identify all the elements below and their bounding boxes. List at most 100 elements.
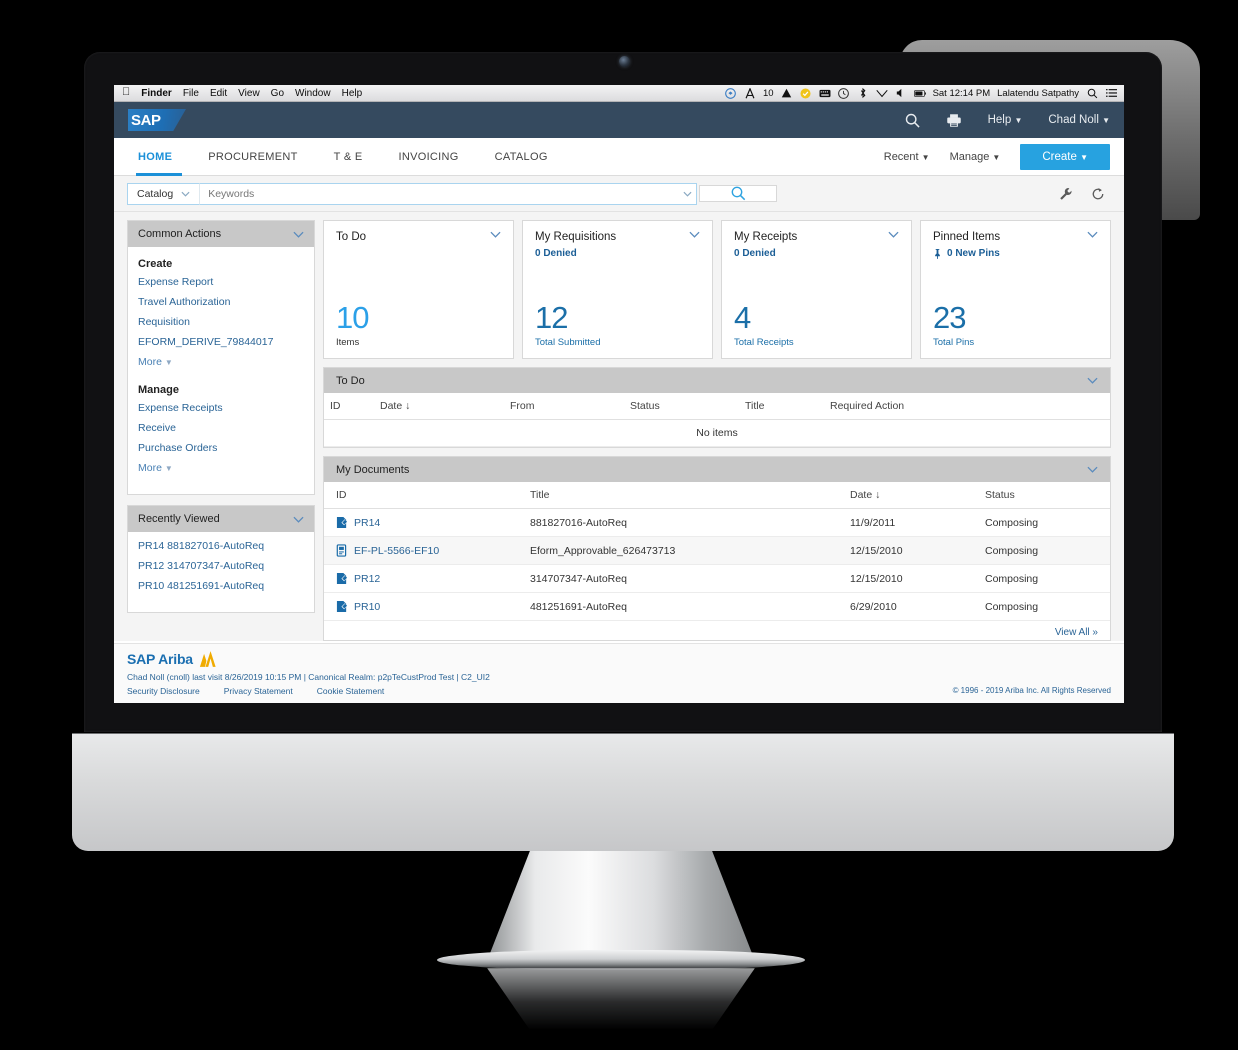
wifi-icon[interactable] [875, 87, 888, 99]
tile-my-receipts[interactable]: My Receipts 0 Denied 4 Total Receipts [721, 220, 912, 359]
printer-icon[interactable] [946, 113, 962, 128]
chevron-down-icon[interactable] [689, 231, 700, 238]
menu-item-window[interactable]: Window [286, 87, 331, 99]
col-id[interactable]: ID [324, 482, 524, 509]
search-icon[interactable] [1086, 87, 1098, 99]
document-title[interactable]: 881827016-AutoReq [524, 508, 844, 537]
action-eform-derive[interactable]: EFORM_DERIVE_79844017 [138, 336, 274, 348]
col-required-action[interactable]: Required Action [824, 393, 1110, 420]
document-title[interactable]: 481251691-AutoReq [524, 592, 844, 621]
list-item[interactable]: PR12 314707347-AutoReq [138, 560, 265, 572]
tab-invoicing[interactable]: INVOICING [380, 138, 476, 175]
document-id[interactable]: PR12 [354, 572, 381, 585]
volume-icon[interactable] [895, 87, 907, 99]
table-row[interactable]: PR10 481251691-AutoReq 6/29/2010 Composi… [324, 592, 1110, 621]
document-title[interactable]: 314707347-AutoReq [524, 564, 844, 593]
document-id[interactable]: EF-PL-5566-EF10 [354, 544, 440, 557]
help-menu[interactable]: Help ▼ [987, 114, 1023, 126]
manage-menu[interactable]: Manage ▼ [949, 150, 1001, 163]
manage-more-link[interactable]: More ▼ [138, 462, 173, 474]
col-date[interactable]: Date ↓ [374, 393, 504, 420]
view-all-link[interactable]: View All » [1054, 627, 1098, 638]
header-search-icon[interactable] [905, 113, 920, 128]
col-date[interactable]: Date ↓ [844, 482, 979, 509]
col-title[interactable]: Title [524, 482, 844, 509]
footer-copyright: © 1996 - 2019 Ariba Inc. All Rights Rese… [952, 686, 1111, 695]
footer-link-privacy-statement[interactable]: Privacy Statement [223, 686, 293, 696]
tab-catalog[interactable]: CATALOG [477, 138, 566, 175]
tab-t-and-e[interactable]: T & E [316, 138, 381, 175]
list-item[interactable]: PR10 481251691-AutoReq [138, 580, 265, 592]
tab-procurement[interactable]: PROCUREMENT [190, 138, 315, 175]
little-snitch-icon[interactable] [744, 87, 756, 99]
recently-viewed-header[interactable]: Recently Viewed [128, 506, 314, 532]
chevron-down-icon[interactable] [1087, 231, 1098, 238]
tile-my-requisitions-denied[interactable]: 0 Denied [535, 248, 577, 259]
search-category-select[interactable]: Catalog [127, 182, 200, 205]
create-more-link[interactable]: More ▼ [138, 356, 173, 368]
document-status: Composing [979, 592, 1110, 621]
recent-menu[interactable]: Recent ▼ [883, 150, 930, 163]
search-history-dropdown[interactable] [679, 182, 698, 205]
document-title[interactable]: Eform_Approvable_626473713 [524, 536, 844, 565]
document-id[interactable]: PR14 [354, 516, 381, 529]
document-id[interactable]: PR10 [354, 600, 381, 613]
chevron-down-icon[interactable] [293, 231, 304, 238]
tile-my-requisitions[interactable]: My Requisitions 0 Denied 12 Total Submit… [522, 220, 713, 359]
tile-pinned-items-newpins-row[interactable]: 0 New Pins [933, 248, 1098, 259]
chevron-down-icon[interactable] [490, 231, 501, 238]
bluetooth-icon[interactable] [857, 87, 869, 99]
menu-item-finder[interactable]: Finder [133, 87, 172, 99]
clock-icon[interactable] [838, 87, 850, 99]
create-button[interactable]: Create ▼ [1020, 143, 1110, 170]
menu-item-view[interactable]: View [229, 87, 260, 99]
action-receive[interactable]: Receive [138, 422, 176, 434]
action-expense-report[interactable]: Expense Report [138, 276, 214, 288]
checkmark-icon[interactable] [800, 87, 812, 99]
col-from[interactable]: From [504, 393, 624, 420]
tile-my-receipts-denied[interactable]: 0 Denied [734, 248, 776, 259]
action-travel-authorization[interactable]: Travel Authorization [138, 296, 231, 308]
dropbox-icon[interactable] [725, 87, 737, 99]
notification-center-icon[interactable] [1105, 87, 1117, 99]
action-expense-receipts[interactable]: Expense Receipts [138, 402, 223, 414]
keyboard-icon[interactable] [819, 87, 831, 99]
chevron-down-icon[interactable] [293, 516, 304, 523]
refresh-icon[interactable] [1091, 187, 1105, 201]
menu-item-edit[interactable]: Edit [201, 87, 227, 99]
search-input[interactable]: Keywords [199, 182, 680, 205]
chevron-down-icon[interactable] [1087, 377, 1098, 384]
todo-table-header[interactable]: To Do [324, 368, 1110, 393]
chevron-down-icon[interactable] [1087, 466, 1098, 473]
tab-home[interactable]: HOME [128, 138, 190, 176]
tile-pinned-items[interactable]: Pinned Items 0 New Pins 23 [920, 220, 1111, 359]
battery-icon[interactable] [913, 87, 926, 99]
documents-table-header[interactable]: My Documents [324, 457, 1110, 482]
common-actions-header[interactable]: Common Actions [128, 221, 314, 247]
menu-item-file[interactable]: File [174, 87, 199, 99]
action-requisition[interactable]: Requisition [138, 316, 190, 328]
user-menu[interactable]: Chad Noll ▼ [1048, 114, 1110, 126]
search-button[interactable] [699, 185, 778, 202]
os-user-name[interactable]: Lalatendu Satpathy [997, 87, 1079, 99]
tile-to-do[interactable]: To Do 10 Items [323, 220, 514, 359]
table-row[interactable]: PR14 881827016-AutoReq 11/9/2011 Composi… [324, 508, 1110, 537]
col-status[interactable]: Status [979, 482, 1110, 509]
table-row[interactable]: PR12 314707347-AutoReq 12/15/2010 Compos… [324, 564, 1110, 593]
footer-link-security-disclosure[interactable]: Security Disclosure [127, 686, 200, 696]
wrench-icon[interactable] [1059, 187, 1073, 201]
col-id[interactable]: ID [324, 393, 374, 420]
list-item[interactable]: PR14 881827016-AutoReq [138, 540, 265, 552]
table-row[interactable]: EF-PL-5566-EF10 Eform_Approvable_6264737… [324, 536, 1110, 565]
col-status[interactable]: Status [624, 393, 739, 420]
menu-item-go[interactable]: Go [262, 87, 284, 99]
sap-logo[interactable]: SAP [128, 109, 186, 131]
footer-link-cookie-statement[interactable]: Cookie Statement [316, 686, 385, 696]
col-title[interactable]: Title [739, 393, 824, 420]
action-purchase-orders[interactable]: Purchase Orders [138, 442, 218, 454]
menu-item-help[interactable]: Help [333, 87, 363, 99]
google-drive-icon[interactable] [781, 87, 793, 99]
chevron-down-icon[interactable] [888, 231, 899, 238]
apple-icon[interactable]:  [122, 86, 130, 98]
tile-pinned-items-value: 23 [933, 300, 966, 336]
